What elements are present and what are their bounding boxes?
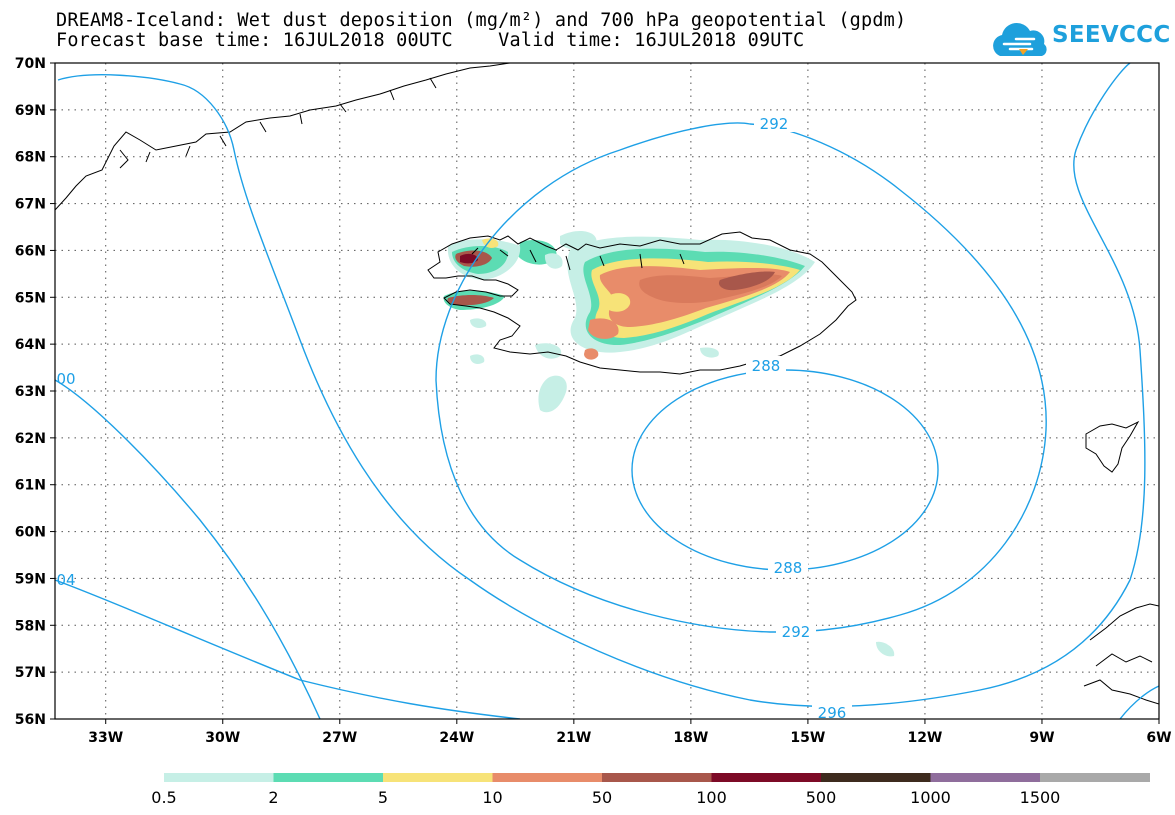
contour-label: 288 bbox=[774, 559, 803, 577]
legend-label: 500 bbox=[806, 788, 837, 807]
legend-swatch bbox=[492, 773, 603, 782]
latitude-label: 62N bbox=[15, 431, 46, 447]
legend-label: 5 bbox=[378, 788, 388, 807]
latitude-label: 64N bbox=[15, 337, 46, 353]
longitude-label: 15W bbox=[790, 730, 825, 746]
latitude-label: 56N bbox=[15, 712, 46, 728]
latitude-label: 60N bbox=[15, 525, 46, 541]
legend-label: 1500 bbox=[1020, 788, 1061, 807]
longitude-label: 27W bbox=[322, 730, 357, 746]
latitude-label: 66N bbox=[15, 243, 46, 259]
latitude-label: 58N bbox=[15, 618, 46, 634]
contour-label: 04 bbox=[56, 571, 75, 589]
contour-label: 288 bbox=[752, 357, 781, 375]
legend-swatch bbox=[1040, 773, 1150, 782]
latitude-label: 68N bbox=[15, 150, 46, 166]
latitude-label: 59N bbox=[15, 571, 46, 587]
legend-swatch bbox=[273, 773, 384, 782]
map-frame bbox=[54, 62, 1160, 720]
legend-label: 50 bbox=[592, 788, 612, 807]
latitude-label: 61N bbox=[15, 478, 46, 494]
map-title: DREAM8-Iceland: Wet dust deposition (mg/… bbox=[56, 10, 907, 31]
longitude-label: 21W bbox=[556, 730, 591, 746]
latitude-label: 70N bbox=[15, 56, 46, 72]
contour-label: 00 bbox=[56, 370, 75, 388]
legend-swatch bbox=[821, 773, 931, 782]
legend-label: 100 bbox=[696, 788, 727, 807]
longitude-labels: 33W 30W 27W 24W 21W 18W 15W 12W 9W 6W bbox=[88, 719, 1172, 746]
seevccc-logo: SEEVCCC bbox=[990, 18, 1175, 64]
latitude-labels: 70N 69N 68N 67N 66N 65N 64N 63N 62N 61N 60N 59N 58N 5… bbox=[15, 56, 55, 728]
legend: 0.5 2 5 10 50 100 500 1000 1500 bbox=[151, 773, 1150, 807]
longitude-label: 33W bbox=[88, 730, 123, 746]
cloud-icon bbox=[993, 22, 1047, 56]
latitude-label: 63N bbox=[15, 384, 46, 400]
contour-label: 296 bbox=[818, 704, 847, 722]
legend-swatch bbox=[602, 773, 712, 782]
legend-swatch bbox=[930, 773, 1041, 782]
deposition-shading bbox=[443, 230, 895, 657]
logo-text: SEEVCCC bbox=[1052, 22, 1171, 48]
legend-label: 10 bbox=[482, 788, 502, 807]
graticule bbox=[55, 63, 1159, 719]
legend-label: 0.5 bbox=[151, 788, 176, 807]
longitude-label: 6W bbox=[1146, 730, 1171, 746]
contour-labels: 292 288 288 292 296 00 04 bbox=[56, 114, 852, 722]
longitude-label: 24W bbox=[439, 730, 474, 746]
map-subtitle: Forecast base time: 16JUL2018 00UTC Vali… bbox=[56, 30, 805, 51]
contour-label: 292 bbox=[782, 623, 811, 641]
legend-swatch bbox=[711, 773, 822, 782]
latitude-label: 67N bbox=[15, 197, 46, 213]
coastlines bbox=[55, 63, 1159, 705]
longitude-label: 18W bbox=[673, 730, 708, 746]
longitude-label: 9W bbox=[1029, 730, 1054, 746]
legend-label: 2 bbox=[268, 788, 278, 807]
latitude-label: 69N bbox=[15, 103, 46, 119]
legend-swatch bbox=[164, 773, 274, 782]
latitude-label: 65N bbox=[15, 290, 46, 306]
legend-label: 1000 bbox=[910, 788, 951, 807]
longitude-label: 12W bbox=[907, 730, 942, 746]
contour-label: 292 bbox=[760, 115, 789, 133]
legend-swatch bbox=[383, 773, 493, 782]
latitude-label: 57N bbox=[15, 665, 46, 681]
geopotential-contours bbox=[55, 63, 1159, 719]
longitude-label: 30W bbox=[205, 730, 240, 746]
